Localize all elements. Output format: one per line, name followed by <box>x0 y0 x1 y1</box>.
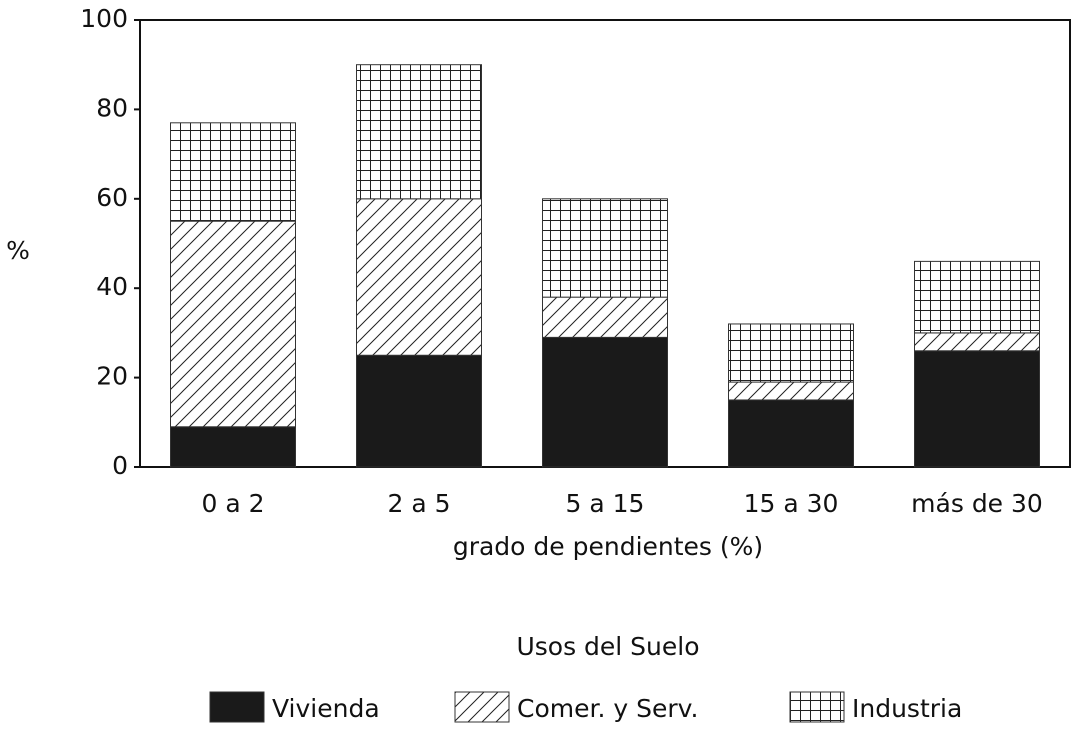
legend-swatch <box>789 691 845 723</box>
x-axis-label: grado de pendientes (%) <box>453 532 763 561</box>
y-axis-label: % <box>6 236 30 265</box>
legend-label: Vivienda <box>272 694 380 723</box>
bar-segment <box>914 332 1040 352</box>
bar-segment <box>356 64 482 200</box>
bar-segment <box>914 350 1040 468</box>
bar-segment <box>542 198 668 298</box>
bar-segment <box>170 220 296 428</box>
legend-title: Usos del Suelo <box>516 632 699 661</box>
bar-segment <box>542 296 668 338</box>
legend-label: Industria <box>852 694 962 723</box>
legend-swatch <box>454 691 510 723</box>
y-tick-label: 20 <box>96 362 128 391</box>
bar-segment <box>728 323 854 383</box>
y-tick-label: 80 <box>96 93 128 122</box>
x-tick-label: más de 30 <box>911 489 1043 518</box>
y-tick-label: 60 <box>96 183 128 212</box>
y-tick-label: 100 <box>80 4 128 33</box>
x-tick-label: 5 a 15 <box>566 489 645 518</box>
bar-segment <box>728 381 854 401</box>
bar-segment <box>356 354 482 468</box>
bar-segment <box>728 399 854 468</box>
x-tick-label: 2 a 5 <box>387 489 450 518</box>
legend-swatch <box>209 691 265 723</box>
y-tick-label: 0 <box>112 451 128 480</box>
bar-segment <box>170 122 296 222</box>
legend-label: Comer. y Serv. <box>517 694 698 723</box>
bar-segment <box>542 336 668 468</box>
bar-segment <box>170 426 296 468</box>
y-tick-label: 40 <box>96 272 128 301</box>
x-tick-label: 0 a 2 <box>201 489 264 518</box>
bar-segment <box>914 260 1040 334</box>
bar-segment <box>356 198 482 356</box>
x-tick-label: 15 a 30 <box>744 489 839 518</box>
